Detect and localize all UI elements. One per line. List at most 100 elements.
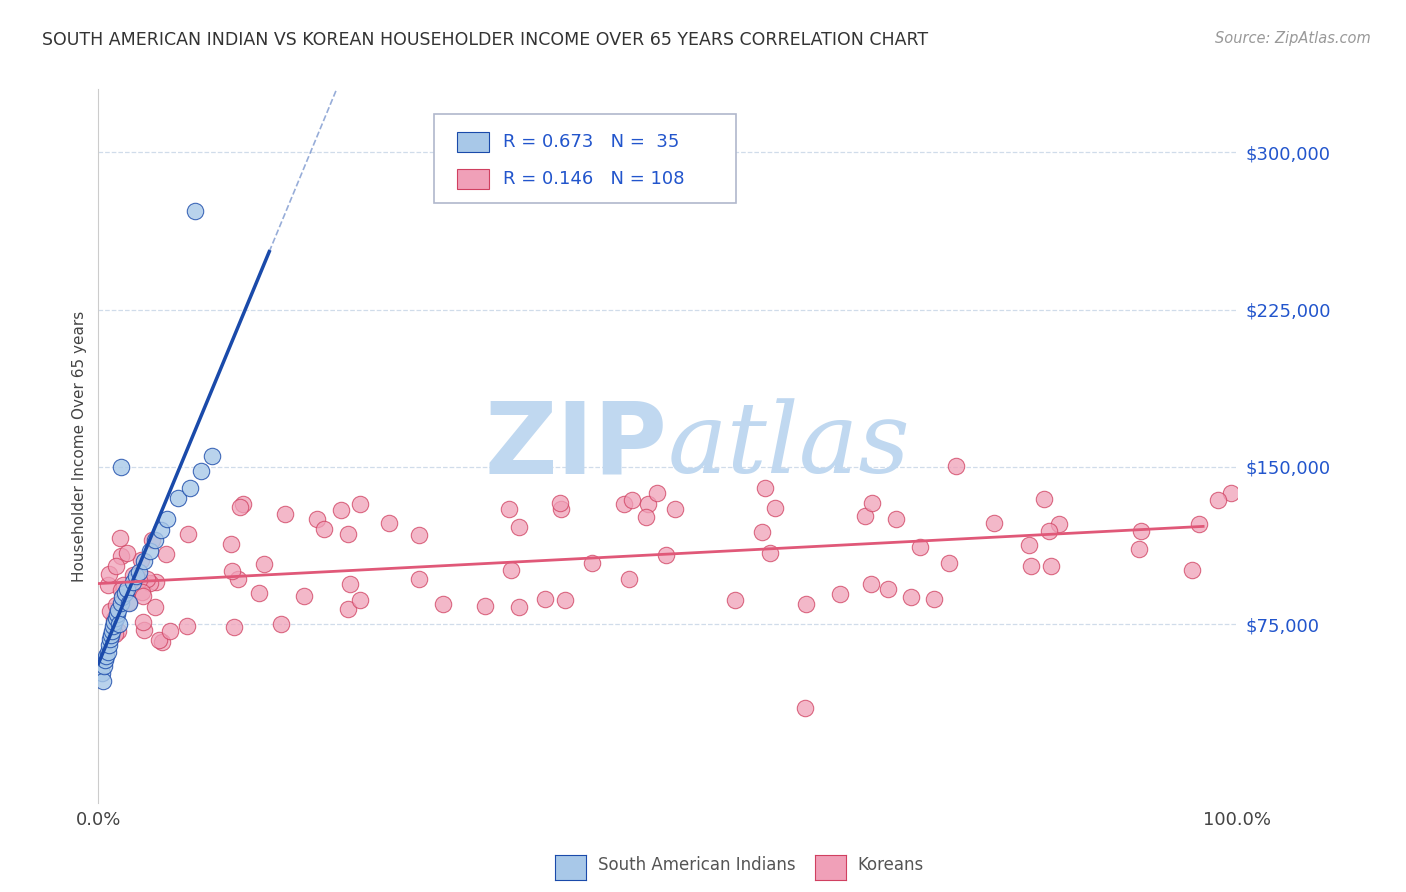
Point [508, 519, 530, 533]
Point [228, 500, 250, 514]
Point [983, 516, 1005, 530]
Text: ZIP: ZIP [485, 398, 668, 494]
Point [114, 586, 136, 600]
Point [860, 577, 883, 591]
Point [138, 544, 160, 558]
Point [108, 531, 131, 545]
Point [224, 620, 246, 634]
Point [274, 507, 297, 521]
Text: Koreans: Koreans [858, 856, 924, 874]
Point [129, 553, 152, 567]
Point [190, 464, 212, 478]
Point [108, 617, 131, 632]
Point [150, 523, 173, 537]
Point [1188, 517, 1211, 532]
Point [1040, 558, 1063, 573]
FancyBboxPatch shape [457, 169, 489, 189]
Point [884, 511, 907, 525]
FancyBboxPatch shape [434, 114, 737, 203]
Point [754, 481, 776, 495]
Point [110, 460, 132, 475]
Point [922, 592, 945, 607]
Point [499, 563, 522, 577]
Point [554, 593, 576, 607]
Point [247, 586, 270, 600]
Point [830, 587, 852, 601]
Text: R = 0.146   N = 108: R = 0.146 N = 108 [503, 170, 685, 188]
Point [548, 496, 571, 510]
Point [232, 497, 254, 511]
Point [1047, 517, 1070, 532]
Point [176, 619, 198, 633]
Point [132, 589, 155, 603]
Point [1208, 493, 1230, 508]
Point [177, 527, 200, 541]
Point [908, 541, 931, 555]
Point [636, 510, 658, 524]
Point [314, 523, 336, 537]
Point [110, 549, 132, 563]
Point [221, 565, 243, 579]
Point [98, 632, 121, 646]
Point [1018, 538, 1040, 552]
Point [1032, 491, 1054, 506]
Point [1021, 558, 1043, 573]
Point [474, 599, 496, 613]
Point [128, 574, 150, 588]
Point [101, 624, 124, 638]
Point [336, 602, 359, 616]
Point [159, 624, 181, 639]
Point [132, 615, 155, 629]
Point [292, 590, 315, 604]
Text: SOUTH AMERICAN INDIAN VS KOREAN HOUSEHOLDER INCOME OVER 65 YEARS CORRELATION CHA: SOUTH AMERICAN INDIAN VS KOREAN HOUSEHOL… [42, 31, 928, 49]
Point [339, 577, 361, 591]
Point [100, 628, 122, 642]
Point [408, 528, 430, 542]
Point [349, 592, 371, 607]
Point [94, 653, 117, 667]
Point [104, 627, 127, 641]
Point [114, 583, 136, 598]
Point [98, 567, 121, 582]
Point [1129, 524, 1152, 538]
Point [103, 615, 125, 630]
Point [508, 599, 530, 614]
Point [724, 593, 747, 607]
Point [156, 512, 179, 526]
Point [131, 585, 153, 599]
Point [135, 572, 157, 586]
Point [93, 659, 115, 673]
Point [167, 491, 190, 506]
Point [853, 509, 876, 524]
Point [408, 572, 430, 586]
Point [645, 485, 668, 500]
Point [134, 623, 156, 637]
Point [550, 501, 572, 516]
Point [938, 556, 960, 570]
Y-axis label: Householder Income Over 65 years: Householder Income Over 65 years [72, 310, 87, 582]
Point [145, 533, 167, 548]
Point [619, 573, 641, 587]
Point [253, 557, 276, 571]
Point [91, 674, 114, 689]
Point [1128, 542, 1150, 557]
Point [98, 604, 121, 618]
Point [97, 639, 120, 653]
Point [122, 567, 145, 582]
Point [117, 595, 139, 609]
Point [150, 634, 173, 648]
Point [118, 596, 141, 610]
Point [337, 527, 360, 541]
Point [111, 590, 134, 604]
Point [107, 624, 129, 639]
Point [132, 554, 155, 568]
Point [219, 537, 242, 551]
Point [143, 599, 166, 614]
Point [620, 493, 643, 508]
Point [637, 497, 659, 511]
Point [105, 607, 128, 621]
Point [148, 633, 170, 648]
Point [104, 559, 127, 574]
Point [125, 569, 148, 583]
Point [877, 582, 900, 596]
